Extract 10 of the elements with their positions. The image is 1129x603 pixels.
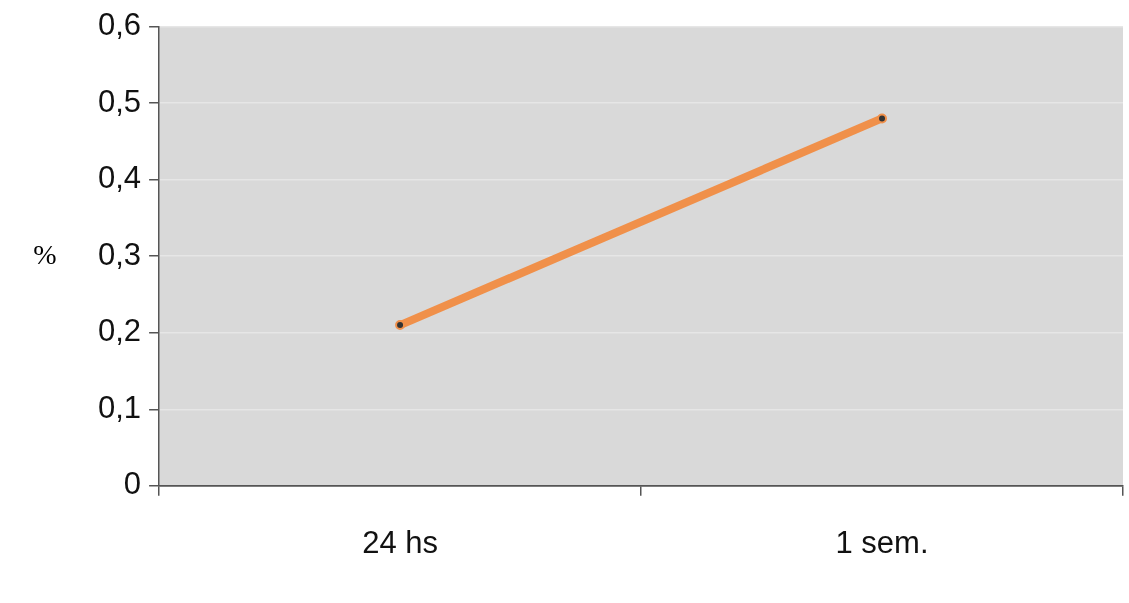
y-tick-label: 0,1 [97, 389, 142, 425]
y-tick-label: 0,6 [97, 7, 142, 43]
y-tick-label: 0,5 [97, 83, 142, 119]
y-tick-label: 0 [123, 466, 142, 502]
x-tick-label: 24 hs [362, 524, 438, 560]
y-tick-label: 0,2 [97, 313, 142, 349]
y-tick-label: 0,4 [97, 160, 142, 196]
y-axis-title: % [33, 238, 57, 270]
x-tick-label: 1 sem. [835, 524, 929, 560]
y-tick-label: 0,3 [97, 236, 142, 272]
